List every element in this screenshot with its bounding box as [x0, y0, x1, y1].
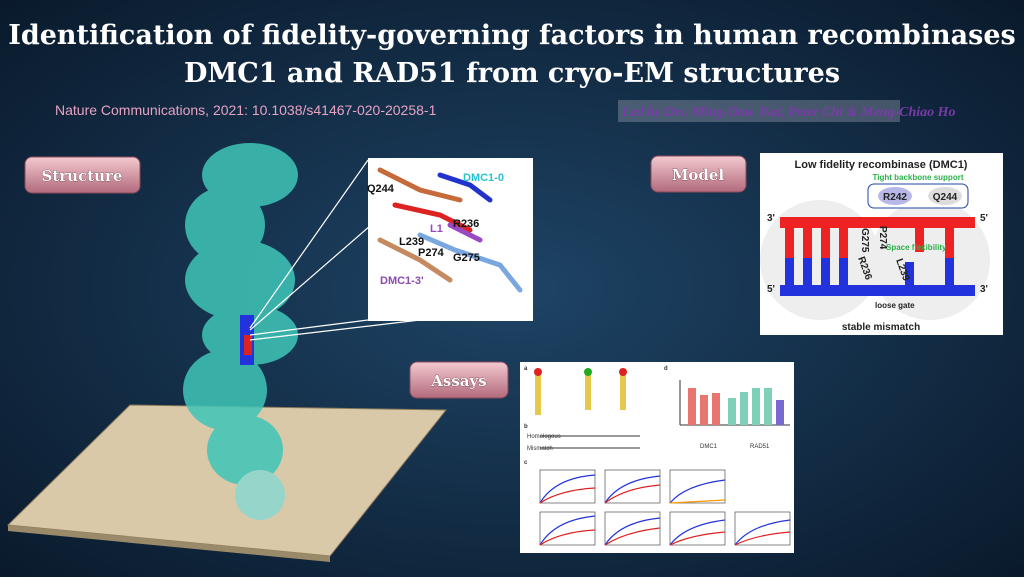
title-line: DMC1 and RAD51 from cryo-EM structures [184, 58, 840, 89]
panel-letter: b [524, 424, 528, 430]
assays-panel [520, 362, 794, 553]
support-label: Tight backbone support [873, 173, 964, 182]
credit: Led by Drs. Ming-Daw Tsai, Peter Chi & M… [621, 105, 956, 120]
residue-label: L239 [399, 236, 424, 248]
model-footer: stable mismatch [842, 322, 920, 333]
strand-end: 3' [767, 213, 775, 224]
assays-button[interactable] [409, 361, 509, 399]
residue-label: G275 [859, 228, 870, 253]
schematic [534, 368, 640, 449]
residue-label: Q244 [367, 183, 395, 195]
credit-glow [618, 100, 900, 122]
residue-label: G275 [453, 252, 480, 264]
residue-sticks [377, 167, 523, 293]
residue-blob [878, 187, 912, 205]
panel-letter: d [664, 366, 668, 372]
strand-end: 5' [980, 213, 988, 224]
panel-letter: c [524, 460, 528, 466]
gate-label: loose gate [875, 301, 915, 310]
button-label[interactable]: Model [672, 166, 725, 185]
curve-charts [539, 469, 791, 546]
loop-label: L1 [430, 223, 443, 235]
group-label: RAD51 [750, 444, 770, 450]
residue-blob [928, 187, 962, 205]
chain-label: DMC1-0 [463, 172, 504, 184]
panel-letter: a [524, 366, 528, 372]
button-label[interactable]: Assays [430, 372, 487, 391]
residue-label: Q244 [933, 192, 958, 203]
citation: Nature Communications, 2021: 10.1038/s41… [55, 102, 437, 118]
button-label[interactable]: Structure [41, 167, 123, 186]
strand-top [780, 217, 975, 258]
row-label: Homologous [527, 434, 561, 440]
residue-label: R236 [453, 218, 479, 230]
strand-bottom [780, 258, 975, 296]
chain-label: DMC1-3' [380, 275, 424, 287]
group-label: DMC1 [700, 444, 718, 450]
structure-button[interactable] [24, 156, 141, 194]
model-title: Low fidelity recombinase (DMC1) [795, 159, 968, 171]
residue-label: P274 [418, 247, 445, 259]
plane-edge [8, 525, 330, 562]
residue-label: R242 [883, 192, 907, 203]
space-label: Space flexibility [886, 243, 947, 252]
title-line: Identification of fidelity-governing fac… [8, 20, 1016, 51]
cryo-em-density [183, 143, 298, 520]
model-button[interactable] [650, 155, 747, 193]
strand-end: 3' [980, 284, 988, 295]
residue-label: P274 [877, 226, 888, 250]
structure-inset [368, 158, 533, 321]
row-label: Mismatch [527, 446, 553, 452]
strand-end: 5' [767, 284, 775, 295]
bar-chart [679, 380, 790, 426]
